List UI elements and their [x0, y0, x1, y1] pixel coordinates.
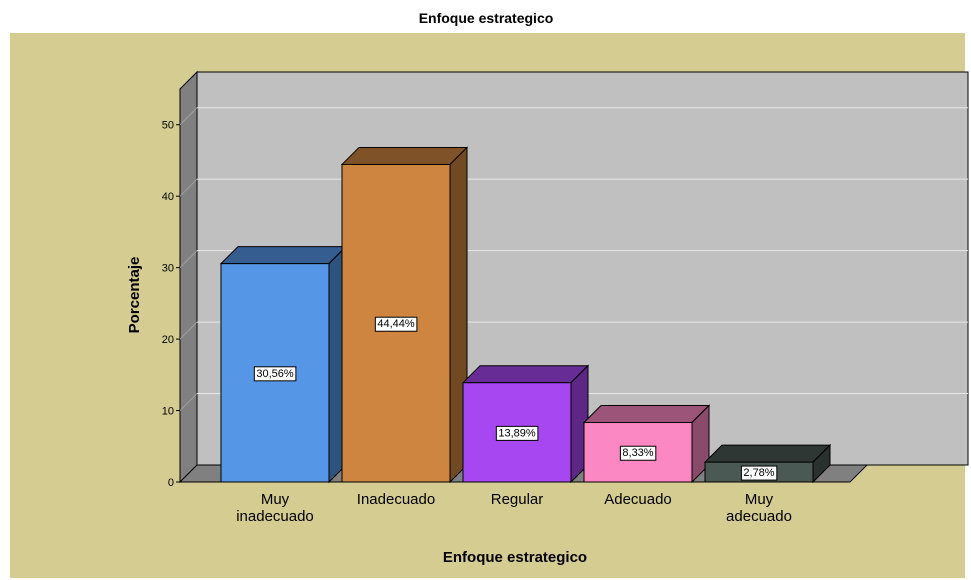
y-tick-label: 30 — [162, 263, 174, 275]
x-axis-title: Enfoque estrategico — [443, 549, 587, 566]
value-label-box — [374, 316, 418, 332]
y-tick-label: 10 — [162, 406, 174, 418]
value-label-group: 8,33% — [619, 445, 657, 461]
value-label-box — [495, 425, 539, 441]
grid-line-side — [179, 393, 198, 411]
bar-top — [340, 146, 469, 165]
value-label-box — [253, 366, 297, 382]
grid-line-side — [179, 178, 198, 197]
bar-top — [461, 365, 590, 384]
value-label: 44,44% — [377, 318, 415, 330]
y-tick-label: 40 — [162, 191, 174, 203]
bar-top — [219, 246, 348, 265]
value-label-group: 30,56% — [253, 366, 297, 382]
value-label-group: 13,89% — [495, 425, 539, 441]
value-label: 2,78% — [743, 467, 774, 479]
y-axis-title: Porcentaje — [126, 257, 143, 334]
value-label-box — [740, 465, 778, 481]
value-label-group: 2,78% — [740, 465, 778, 481]
chart-title: Enfoque estrategico — [419, 10, 554, 26]
bar-top — [703, 444, 832, 463]
x-tick-label: Muy inadecuado — [236, 491, 314, 525]
value-label: 8,33% — [622, 447, 653, 459]
side-wall — [179, 70, 198, 484]
x-tick-label: Adecuado — [604, 491, 672, 508]
value-label-box — [619, 445, 657, 461]
value-label-group: 44,44% — [374, 316, 418, 332]
grid-line-side — [179, 250, 198, 268]
y-tick-label: 0 — [168, 477, 174, 489]
bar-top — [582, 404, 711, 423]
y-tick-label: 20 — [162, 334, 174, 346]
x-tick-label: Muy adecuado — [726, 491, 792, 525]
value-label: 13,89% — [498, 427, 536, 439]
x-tick-label: Regular — [490, 491, 544, 508]
y-tick-label: 50 — [162, 120, 174, 132]
value-label: 30,56% — [256, 368, 294, 380]
x-tick-label: Inadecuado — [356, 491, 436, 508]
grid-line-side — [179, 321, 198, 340]
grid-line-side — [179, 107, 198, 126]
